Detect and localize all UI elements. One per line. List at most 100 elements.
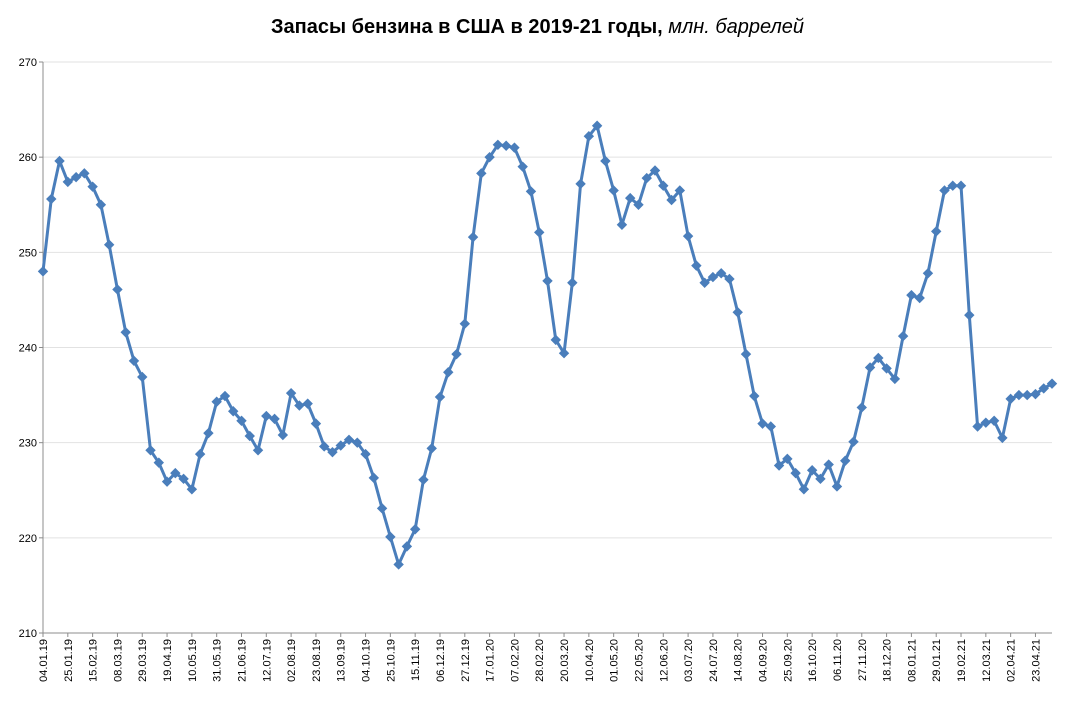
data-point xyxy=(542,275,553,287)
data-point xyxy=(575,178,586,190)
data-point xyxy=(815,473,826,485)
x-tick-label: 23.04.21 xyxy=(1030,639,1042,682)
data-point xyxy=(931,226,942,237)
x-tick-label: 12.07.19 xyxy=(261,639,273,682)
data-point xyxy=(873,352,884,364)
data-point xyxy=(616,219,628,230)
x-axis-ticks: 04.01.19 25.01.19 15.02.19 08.03.19 29.03.19… xyxy=(38,639,1042,682)
chart-title-unit: млн. баррелей xyxy=(668,16,804,38)
data-point xyxy=(285,387,297,399)
x-tick-label: 15.11.19 xyxy=(410,639,422,681)
data-point xyxy=(947,180,958,191)
data-point xyxy=(897,330,909,342)
x-tick-label: 31.05.19 xyxy=(212,639,224,682)
data-point xyxy=(302,398,313,409)
data-point xyxy=(79,168,90,179)
data-point xyxy=(327,446,338,458)
x-tick-label: 08.01.21 xyxy=(906,639,918,682)
data-point xyxy=(484,151,495,163)
data-point xyxy=(823,459,834,470)
data-point xyxy=(244,430,255,442)
data-point xyxy=(773,460,785,471)
y-tick-label: 240 xyxy=(19,343,37,355)
data-point xyxy=(219,390,231,402)
x-tick-label: 04.09.20 xyxy=(758,639,770,682)
data-point xyxy=(649,165,661,176)
data-point xyxy=(228,406,239,417)
data-point xyxy=(352,437,363,448)
data-point xyxy=(740,348,752,360)
data-point xyxy=(1013,389,1025,401)
x-tick-label: 29.01.21 xyxy=(931,639,943,682)
data-point xyxy=(633,199,644,210)
data-point xyxy=(145,445,156,456)
data-point xyxy=(211,396,222,407)
data-point xyxy=(294,400,305,411)
data-point xyxy=(534,227,545,238)
data-point xyxy=(261,410,272,422)
x-tick-label: 02.04.21 xyxy=(1006,639,1018,682)
x-tick-label: 23.08.19 xyxy=(311,639,323,682)
data-point xyxy=(997,432,1008,444)
y-axis-ticks: 210 220 230 240 250 260 270 xyxy=(19,57,37,640)
data-point xyxy=(840,455,851,466)
x-tick-label: 06.11.20 xyxy=(832,639,844,681)
data-point xyxy=(964,309,975,321)
data-point xyxy=(922,268,934,279)
data-point xyxy=(1005,393,1016,405)
x-tick-label: 02.08.19 xyxy=(286,639,298,682)
data-point xyxy=(401,541,413,552)
data-point xyxy=(591,120,603,131)
data-point xyxy=(848,436,859,447)
series-line xyxy=(41,124,1053,566)
data-point xyxy=(236,415,247,426)
data-point xyxy=(277,429,289,441)
series-group xyxy=(37,120,1058,570)
x-tick-label: 13.09.19 xyxy=(336,639,348,682)
data-point xyxy=(790,467,801,479)
data-point xyxy=(161,476,173,487)
data-point xyxy=(567,277,578,288)
data-point xyxy=(500,140,512,151)
x-tick-label: 01.05.20 xyxy=(609,639,621,682)
data-point xyxy=(674,185,686,196)
chart-title: Запасы бензина в США в 2019-21 годы, млн… xyxy=(0,16,1075,39)
data-point xyxy=(906,289,917,301)
chart-title-main: Запасы бензина в США в 2019-21 годы, xyxy=(271,16,663,38)
data-point xyxy=(798,484,810,495)
data-point xyxy=(914,292,925,304)
axes xyxy=(39,61,1052,637)
data-point xyxy=(831,481,843,492)
x-tick-label: 12.03.21 xyxy=(981,639,993,682)
data-point xyxy=(1021,389,1033,401)
data-point xyxy=(691,260,702,271)
data-point xyxy=(492,139,504,151)
data-point xyxy=(724,273,735,285)
x-tick-label: 29.03.19 xyxy=(137,639,149,682)
x-tick-label: 20.03.20 xyxy=(559,639,571,682)
y-tick-label: 230 xyxy=(19,438,37,450)
data-point xyxy=(856,402,867,413)
data-point xyxy=(46,193,57,205)
data-point xyxy=(1030,388,1041,400)
data-point xyxy=(476,168,487,179)
data-point xyxy=(409,524,421,535)
data-point xyxy=(310,418,322,429)
data-point xyxy=(393,559,404,570)
x-tick-label: 12.06.20 xyxy=(658,639,670,682)
data-point xyxy=(318,441,330,452)
data-point xyxy=(137,371,148,383)
x-tick-label: 22.05.20 xyxy=(633,639,645,682)
x-tick-label: 10.05.19 xyxy=(187,639,199,682)
data-point xyxy=(624,192,636,204)
data-point xyxy=(550,334,561,346)
x-tick-label: 25.01.19 xyxy=(63,639,75,682)
data-point xyxy=(269,413,280,425)
x-tick-label: 16.10.20 xyxy=(807,639,819,682)
data-point xyxy=(765,421,777,432)
x-tick-label: 19.02.21 xyxy=(956,639,968,682)
data-point xyxy=(459,318,471,329)
x-tick-label: 25.10.19 xyxy=(385,639,397,682)
data-point xyxy=(608,185,619,196)
